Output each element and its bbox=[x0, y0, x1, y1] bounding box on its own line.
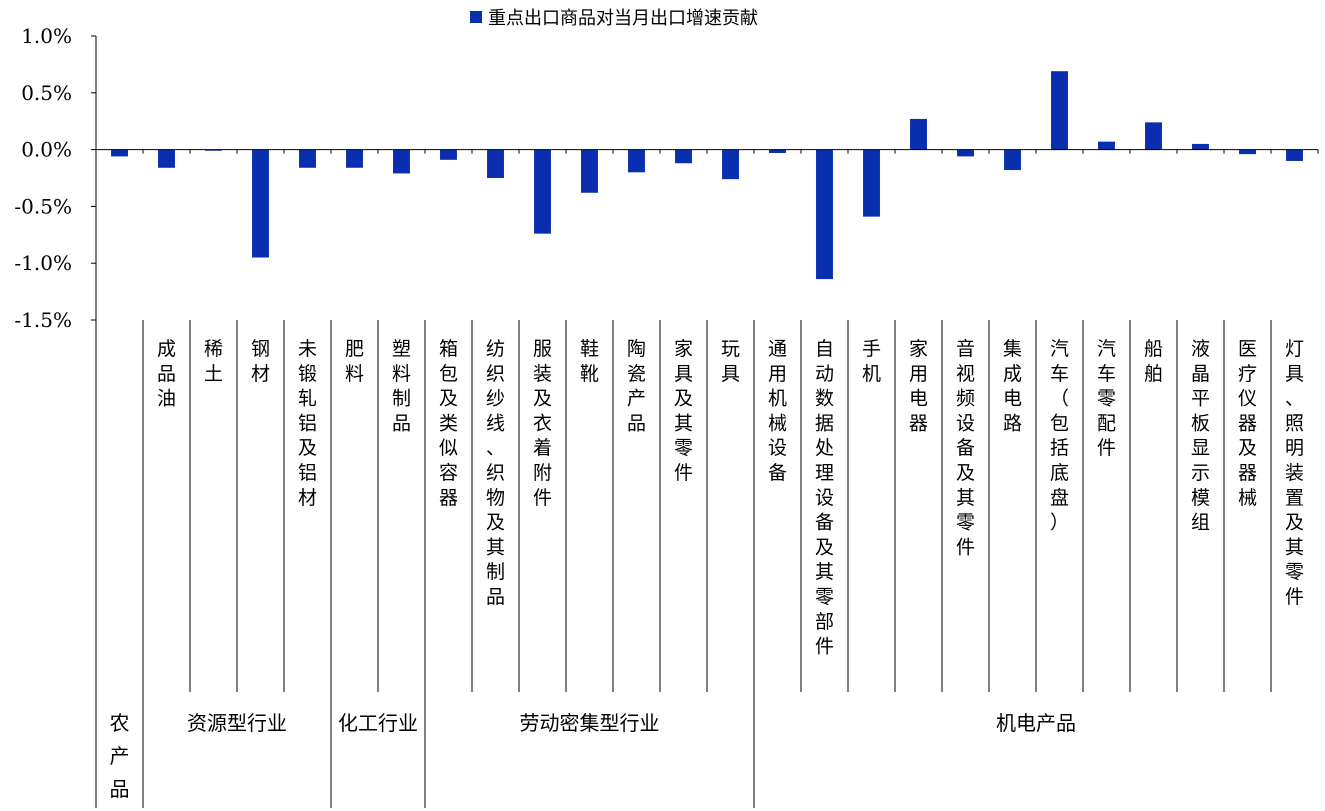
bar bbox=[1098, 141, 1115, 150]
category-label: 陶瓷产品 bbox=[627, 338, 646, 434]
y-tick-label: -0.5% bbox=[14, 194, 72, 218]
legend: 重点出口商品对当月出口增速贡献 bbox=[470, 8, 758, 29]
y-tick-label: 0.0% bbox=[21, 138, 72, 162]
legend-label: 重点出口商品对当月出口增速贡献 bbox=[488, 8, 758, 29]
category-label: 服装及衣着附件 bbox=[533, 338, 552, 509]
group-label: 机电产品 bbox=[996, 711, 1076, 735]
bars bbox=[111, 71, 1303, 280]
bar bbox=[1239, 149, 1256, 155]
bar bbox=[346, 149, 363, 168]
category-label: 家具及其零件 bbox=[674, 338, 693, 484]
bar bbox=[205, 149, 222, 151]
category-label: 塑料制品 bbox=[392, 338, 411, 434]
bar bbox=[1286, 149, 1303, 161]
bar bbox=[910, 118, 927, 150]
bar bbox=[299, 149, 316, 168]
category-label: 通用机械设备 bbox=[768, 338, 787, 484]
category-label: 未锻轧铝及铝材 bbox=[298, 338, 317, 509]
y-tick-label: -1.0% bbox=[14, 251, 72, 275]
bar bbox=[440, 149, 457, 160]
category-label: 汽车（包括底盘） bbox=[1050, 338, 1069, 534]
category-label: 灯具、照明装置及其零件 bbox=[1285, 338, 1304, 608]
x-axis bbox=[95, 149, 1319, 154]
category-label: 鞋靴 bbox=[580, 338, 599, 385]
bar bbox=[957, 149, 974, 157]
bar bbox=[1145, 122, 1162, 150]
group-label: 化工行业 bbox=[338, 711, 418, 735]
bar bbox=[769, 149, 786, 154]
y-tick-label: 0.5% bbox=[21, 81, 72, 105]
category-label: 钢材 bbox=[251, 338, 270, 385]
group-label: 劳动密集型行业 bbox=[520, 711, 660, 735]
category-label: 船舶 bbox=[1144, 338, 1163, 385]
category-label: 纺织纱线、织物及其制品 bbox=[486, 338, 505, 608]
bar bbox=[252, 149, 269, 258]
bar bbox=[1192, 143, 1209, 150]
y-tick-label: 1.0% bbox=[21, 24, 72, 48]
legend-swatch bbox=[470, 11, 482, 23]
bar bbox=[722, 149, 739, 180]
category-label: 手机 bbox=[862, 338, 881, 385]
bar bbox=[628, 149, 645, 173]
bar bbox=[1051, 71, 1068, 150]
category-label: 汽车零配件 bbox=[1097, 338, 1116, 459]
group-label: 资源型行业 bbox=[187, 711, 287, 735]
bar bbox=[581, 149, 598, 193]
bar bbox=[1004, 149, 1021, 171]
category-label: 稀土 bbox=[204, 338, 223, 385]
category-label: 医疗仪器及器械 bbox=[1238, 338, 1257, 509]
category-label: 箱包及类似容器 bbox=[439, 338, 458, 509]
category-label: 家用电器 bbox=[909, 338, 928, 434]
bar bbox=[675, 149, 692, 164]
y-axis: 1.0% 0.5% 0.0% -0.5% -1.0% -1.5% bbox=[14, 24, 97, 332]
bar bbox=[487, 149, 504, 178]
category-label: 集成电路 bbox=[1003, 338, 1022, 434]
bar bbox=[534, 149, 551, 234]
bar bbox=[111, 149, 128, 157]
category-label: 音视频设备及其零件 bbox=[956, 338, 975, 558]
y-tick-label: -1.5% bbox=[14, 308, 72, 332]
category-label: 成品油 bbox=[157, 338, 176, 410]
bar bbox=[393, 149, 410, 174]
category-label: 自动数据处理设备及其零部件 bbox=[815, 338, 834, 658]
bar bbox=[158, 149, 175, 168]
group-label: 农产品 bbox=[110, 711, 130, 801]
bar bbox=[816, 149, 833, 280]
bar bbox=[863, 149, 880, 217]
category-label: 肥料 bbox=[345, 338, 364, 385]
category-label: 液晶平板显示模组 bbox=[1191, 338, 1210, 534]
category-label: 玩具 bbox=[721, 338, 740, 385]
